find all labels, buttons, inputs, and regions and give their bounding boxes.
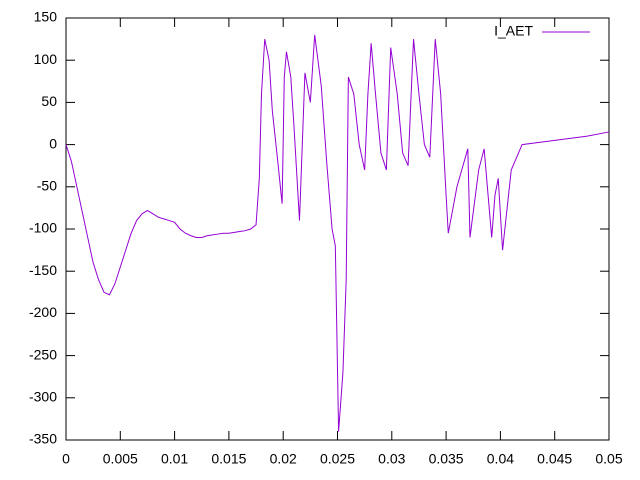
x-tick-label: 0.01 [161, 451, 188, 467]
y-tick-label: -200 [29, 304, 57, 320]
y-tick-label: -250 [29, 346, 57, 362]
x-tick-label: 0.03 [378, 451, 405, 467]
y-tick-label: 0 [49, 135, 57, 151]
x-tick-label: 0.02 [270, 451, 297, 467]
y-tick-label: -50 [37, 178, 57, 194]
y-tick-label: -100 [29, 220, 57, 236]
x-tick-label: 0.04 [487, 451, 514, 467]
y-tick-label: 150 [34, 9, 58, 25]
data-line [65, 34, 610, 432]
x-tick-label: 0.025 [320, 451, 355, 467]
x-tick-label: 0.035 [429, 451, 464, 467]
x-tick-label: 0.05 [595, 451, 622, 467]
x-tick-label: 0.015 [211, 451, 246, 467]
y-tick-label: 50 [41, 93, 57, 109]
y-tick-label: -350 [29, 431, 57, 447]
x-tick-label: 0 [62, 451, 70, 467]
x-tick-label: 0.045 [537, 451, 572, 467]
x-tick-label: 0.005 [103, 451, 138, 467]
y-tick-label: -150 [29, 262, 57, 278]
y-tick-label: -300 [29, 389, 57, 405]
legend-label: I_AET [494, 23, 533, 39]
y-tick-label: 100 [34, 51, 58, 67]
